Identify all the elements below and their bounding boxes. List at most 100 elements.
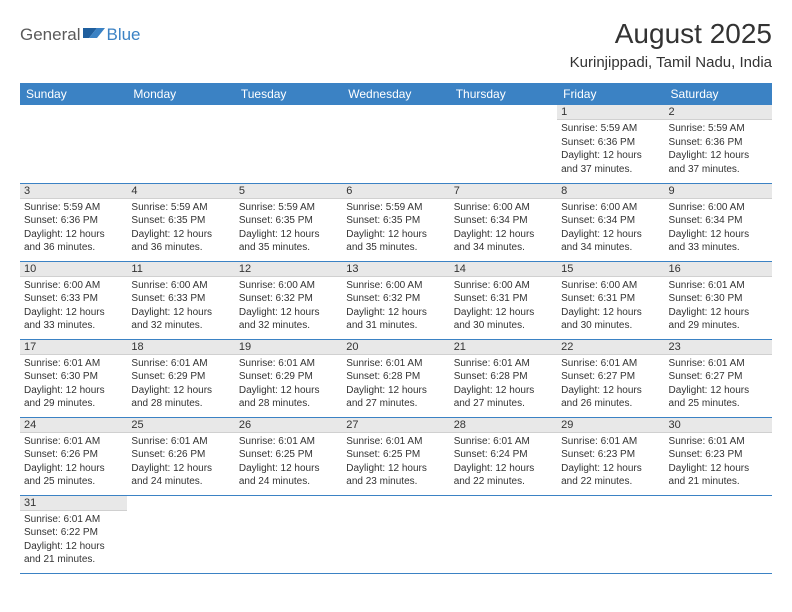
day-cell: 7Sunrise: 6:00 AMSunset: 6:34 PMDaylight… xyxy=(450,183,557,261)
empty-cell xyxy=(342,495,449,573)
day-number: 24 xyxy=(20,418,127,433)
logo-text-blue: Blue xyxy=(106,25,140,45)
day-cell: 11Sunrise: 6:00 AMSunset: 6:33 PMDayligh… xyxy=(127,261,234,339)
day-cell: 20Sunrise: 6:01 AMSunset: 6:28 PMDayligh… xyxy=(342,339,449,417)
empty-cell xyxy=(127,105,234,183)
calendar-row: 17Sunrise: 6:01 AMSunset: 6:30 PMDayligh… xyxy=(20,339,772,417)
day-number: 9 xyxy=(665,184,772,199)
day-content: Sunrise: 6:01 AMSunset: 6:29 PMDaylight:… xyxy=(235,355,342,413)
day-content: Sunrise: 5:59 AMSunset: 6:35 PMDaylight:… xyxy=(127,199,234,257)
day-cell: 6Sunrise: 5:59 AMSunset: 6:35 PMDaylight… xyxy=(342,183,449,261)
day-number: 25 xyxy=(127,418,234,433)
day-cell: 30Sunrise: 6:01 AMSunset: 6:23 PMDayligh… xyxy=(665,417,772,495)
day-cell: 4Sunrise: 5:59 AMSunset: 6:35 PMDaylight… xyxy=(127,183,234,261)
day-content: Sunrise: 6:01 AMSunset: 6:30 PMDaylight:… xyxy=(20,355,127,413)
weekday-header: Monday xyxy=(127,83,234,105)
day-content: Sunrise: 6:00 AMSunset: 6:31 PMDaylight:… xyxy=(450,277,557,335)
day-cell: 12Sunrise: 6:00 AMSunset: 6:32 PMDayligh… xyxy=(235,261,342,339)
day-cell: 13Sunrise: 6:00 AMSunset: 6:32 PMDayligh… xyxy=(342,261,449,339)
day-content: Sunrise: 6:01 AMSunset: 6:24 PMDaylight:… xyxy=(450,433,557,491)
empty-cell xyxy=(450,495,557,573)
day-number: 27 xyxy=(342,418,449,433)
day-number: 5 xyxy=(235,184,342,199)
day-cell: 2Sunrise: 5:59 AMSunset: 6:36 PMDaylight… xyxy=(665,105,772,183)
day-cell: 26Sunrise: 6:01 AMSunset: 6:25 PMDayligh… xyxy=(235,417,342,495)
day-content: Sunrise: 6:00 AMSunset: 6:34 PMDaylight:… xyxy=(450,199,557,257)
day-number: 4 xyxy=(127,184,234,199)
calendar-table: SundayMondayTuesdayWednesdayThursdayFrid… xyxy=(20,83,772,574)
empty-cell xyxy=(557,495,664,573)
day-content: Sunrise: 6:01 AMSunset: 6:23 PMDaylight:… xyxy=(557,433,664,491)
day-cell: 24Sunrise: 6:01 AMSunset: 6:26 PMDayligh… xyxy=(20,417,127,495)
day-content: Sunrise: 6:01 AMSunset: 6:25 PMDaylight:… xyxy=(342,433,449,491)
weekday-header: Thursday xyxy=(450,83,557,105)
day-number: 11 xyxy=(127,262,234,277)
calendar-row: 24Sunrise: 6:01 AMSunset: 6:26 PMDayligh… xyxy=(20,417,772,495)
day-cell: 9Sunrise: 6:00 AMSunset: 6:34 PMDaylight… xyxy=(665,183,772,261)
day-content: Sunrise: 6:01 AMSunset: 6:22 PMDaylight:… xyxy=(20,511,127,569)
calendar-row: 3Sunrise: 5:59 AMSunset: 6:36 PMDaylight… xyxy=(20,183,772,261)
day-content: Sunrise: 6:01 AMSunset: 6:29 PMDaylight:… xyxy=(127,355,234,413)
calendar-row: 10Sunrise: 6:00 AMSunset: 6:33 PMDayligh… xyxy=(20,261,772,339)
day-content: Sunrise: 6:01 AMSunset: 6:27 PMDaylight:… xyxy=(557,355,664,413)
day-number: 20 xyxy=(342,340,449,355)
day-number: 8 xyxy=(557,184,664,199)
calendar-head: SundayMondayTuesdayWednesdayThursdayFrid… xyxy=(20,83,772,105)
day-number: 17 xyxy=(20,340,127,355)
weekday-header: Tuesday xyxy=(235,83,342,105)
day-cell: 27Sunrise: 6:01 AMSunset: 6:25 PMDayligh… xyxy=(342,417,449,495)
day-number: 7 xyxy=(450,184,557,199)
day-number: 26 xyxy=(235,418,342,433)
empty-cell xyxy=(127,495,234,573)
page-header: General Blue August 2025 Kurinjippadi, T… xyxy=(20,18,772,71)
day-content: Sunrise: 6:01 AMSunset: 6:28 PMDaylight:… xyxy=(450,355,557,413)
day-content: Sunrise: 5:59 AMSunset: 6:36 PMDaylight:… xyxy=(20,199,127,257)
day-cell: 14Sunrise: 6:00 AMSunset: 6:31 PMDayligh… xyxy=(450,261,557,339)
day-content: Sunrise: 5:59 AMSunset: 6:35 PMDaylight:… xyxy=(235,199,342,257)
weekday-header: Sunday xyxy=(20,83,127,105)
day-number: 2 xyxy=(665,105,772,120)
day-number: 28 xyxy=(450,418,557,433)
day-number: 18 xyxy=(127,340,234,355)
weekday-header: Wednesday xyxy=(342,83,449,105)
day-content: Sunrise: 6:01 AMSunset: 6:27 PMDaylight:… xyxy=(665,355,772,413)
empty-cell xyxy=(235,495,342,573)
empty-cell xyxy=(450,105,557,183)
day-number: 31 xyxy=(20,496,127,511)
day-number: 30 xyxy=(665,418,772,433)
day-number: 12 xyxy=(235,262,342,277)
day-content: Sunrise: 6:01 AMSunset: 6:23 PMDaylight:… xyxy=(665,433,772,491)
month-title: August 2025 xyxy=(570,18,772,50)
day-number: 22 xyxy=(557,340,664,355)
day-content: Sunrise: 6:00 AMSunset: 6:32 PMDaylight:… xyxy=(342,277,449,335)
day-number: 1 xyxy=(557,105,664,120)
weekday-header: Saturday xyxy=(665,83,772,105)
logo-text-general: General xyxy=(20,25,80,45)
day-content: Sunrise: 5:59 AMSunset: 6:36 PMDaylight:… xyxy=(557,120,664,178)
day-cell: 18Sunrise: 6:01 AMSunset: 6:29 PMDayligh… xyxy=(127,339,234,417)
empty-cell xyxy=(235,105,342,183)
day-cell: 21Sunrise: 6:01 AMSunset: 6:28 PMDayligh… xyxy=(450,339,557,417)
logo: General Blue xyxy=(20,24,141,45)
day-cell: 15Sunrise: 6:00 AMSunset: 6:31 PMDayligh… xyxy=(557,261,664,339)
day-number: 13 xyxy=(342,262,449,277)
day-content: Sunrise: 6:01 AMSunset: 6:26 PMDaylight:… xyxy=(20,433,127,491)
calendar-body: 1Sunrise: 5:59 AMSunset: 6:36 PMDaylight… xyxy=(20,105,772,573)
day-number: 15 xyxy=(557,262,664,277)
day-number: 23 xyxy=(665,340,772,355)
weekday-header: Friday xyxy=(557,83,664,105)
day-cell: 25Sunrise: 6:01 AMSunset: 6:26 PMDayligh… xyxy=(127,417,234,495)
day-cell: 17Sunrise: 6:01 AMSunset: 6:30 PMDayligh… xyxy=(20,339,127,417)
day-number: 14 xyxy=(450,262,557,277)
day-number: 6 xyxy=(342,184,449,199)
location: Kurinjippadi, Tamil Nadu, India xyxy=(570,54,772,71)
day-content: Sunrise: 6:01 AMSunset: 6:30 PMDaylight:… xyxy=(665,277,772,335)
day-content: Sunrise: 6:00 AMSunset: 6:34 PMDaylight:… xyxy=(557,199,664,257)
day-content: Sunrise: 5:59 AMSunset: 6:35 PMDaylight:… xyxy=(342,199,449,257)
empty-cell xyxy=(665,495,772,573)
calendar-row: 31Sunrise: 6:01 AMSunset: 6:22 PMDayligh… xyxy=(20,495,772,573)
day-content: Sunrise: 6:01 AMSunset: 6:28 PMDaylight:… xyxy=(342,355,449,413)
day-number: 29 xyxy=(557,418,664,433)
day-number: 16 xyxy=(665,262,772,277)
day-content: Sunrise: 6:00 AMSunset: 6:34 PMDaylight:… xyxy=(665,199,772,257)
